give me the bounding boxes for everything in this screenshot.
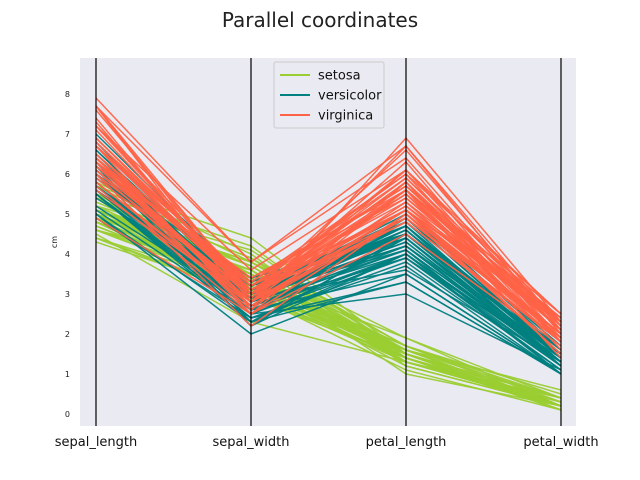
series-line-virginica-43: [95, 181, 562, 339]
series-line-virginica-41: [95, 145, 562, 319]
legend-box: [273, 61, 385, 129]
y-tick-label: 3: [65, 290, 70, 299]
series-line-virginica-50: [95, 177, 562, 343]
series-line-versicolor-32: [95, 193, 562, 375]
x-axis-labels: sepal_length sepal_width petal_length petal…: [55, 435, 599, 450]
y-tick-label: 8: [65, 90, 70, 99]
y-axis-label: cm: [50, 236, 59, 248]
series-line-virginica-48: [95, 153, 562, 335]
series-line-virginica-33: [95, 157, 562, 327]
data-lines: [95, 97, 562, 411]
x-tick-label-petal_width: petal_width: [523, 435, 598, 450]
y-tick-label: 5: [65, 210, 70, 219]
series-line-virginica-45: [95, 145, 562, 315]
y-tick-label: 1: [65, 370, 70, 379]
vertical-axes: [95, 58, 562, 426]
x-tick-label-petal_length: petal_length: [366, 435, 447, 450]
series-line-versicolor-40: [95, 193, 562, 363]
series-line-virginica-10: [95, 125, 562, 315]
series-line-virginica-49: [95, 165, 562, 323]
y-tick-label: 7: [65, 130, 70, 139]
legend-label-virginica: virginica: [318, 109, 373, 124]
legend-label-versicolor: versicolor: [318, 89, 382, 104]
y-tick-label: 4: [65, 250, 70, 259]
series-line-virginica-18: [95, 105, 562, 327]
series-line-virginica-23: [95, 105, 562, 335]
y-tick-label: 2: [65, 330, 70, 339]
x-tick-label-sepal_length: sepal_length: [55, 435, 138, 450]
chart-title: Parallel coordinates: [222, 8, 418, 32]
y-tick-label: 6: [65, 170, 70, 179]
series-line-virginica-20: [95, 173, 562, 355]
legend-label-setosa: setosa: [318, 69, 361, 84]
legend: setosa versicolor virginica: [273, 61, 385, 129]
series-line-virginica-7: [95, 217, 562, 347]
y-tick-label: 0: [65, 410, 70, 419]
y-axis-ticks: 0 1 2 3 4 5 6 7 8: [65, 90, 70, 419]
x-tick-label-sepal_width: sepal_width: [213, 435, 290, 450]
series-line-versicolor-49: [95, 209, 562, 371]
series-line-versicolor-44: [95, 213, 562, 375]
